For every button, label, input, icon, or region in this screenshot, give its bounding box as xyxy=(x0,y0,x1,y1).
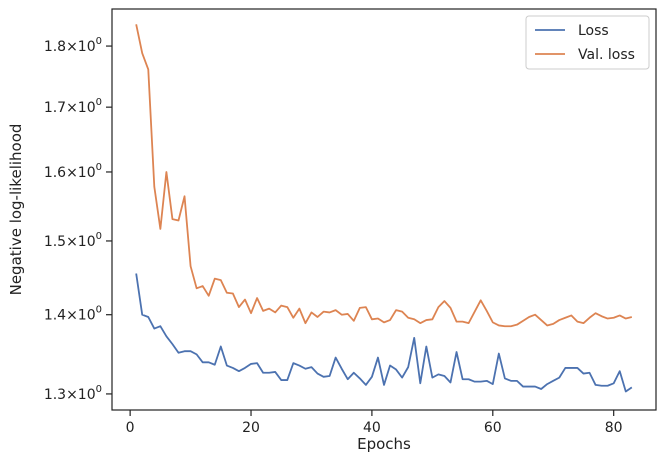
x-tick-label: 0 xyxy=(126,420,135,436)
series-line-val-loss xyxy=(135,24,633,328)
y-tick-label: 1.5×100 xyxy=(44,231,102,250)
y-tick-label: 1.3×100 xyxy=(44,384,102,403)
series-line-loss xyxy=(135,273,633,393)
x-tick-label: 80 xyxy=(605,420,623,436)
y-axis-label: Negative log-likelihood xyxy=(7,124,25,296)
y-tick-label: 1.6×100 xyxy=(44,162,102,181)
legend-item-loss: Loss xyxy=(535,23,609,39)
x-tick-label: 60 xyxy=(484,420,502,436)
series-layer xyxy=(135,24,633,393)
legend: Loss Val. loss xyxy=(525,15,650,70)
legend-item-val-loss: Val. loss xyxy=(535,47,635,63)
y-tick-label: 1.7×100 xyxy=(44,97,102,116)
x-axis-ticks: 0 20 40 60 80 xyxy=(126,410,623,436)
y-tick-label: 1.4×100 xyxy=(44,305,102,324)
x-axis-label: Epochs xyxy=(357,435,411,453)
x-tick-label: 20 xyxy=(242,420,260,436)
legend-label-loss: Loss xyxy=(578,23,609,39)
y-tick-label: 1.8×100 xyxy=(44,36,102,55)
plot-frame xyxy=(111,8,657,411)
x-tick-label: 40 xyxy=(363,420,381,436)
y-axis-ticks: 1.3×100 1.4×100 1.5×100 1.6×100 1.7×100 1.8×1… xyxy=(44,36,112,403)
legend-label-val-loss: Val. loss xyxy=(578,47,635,63)
